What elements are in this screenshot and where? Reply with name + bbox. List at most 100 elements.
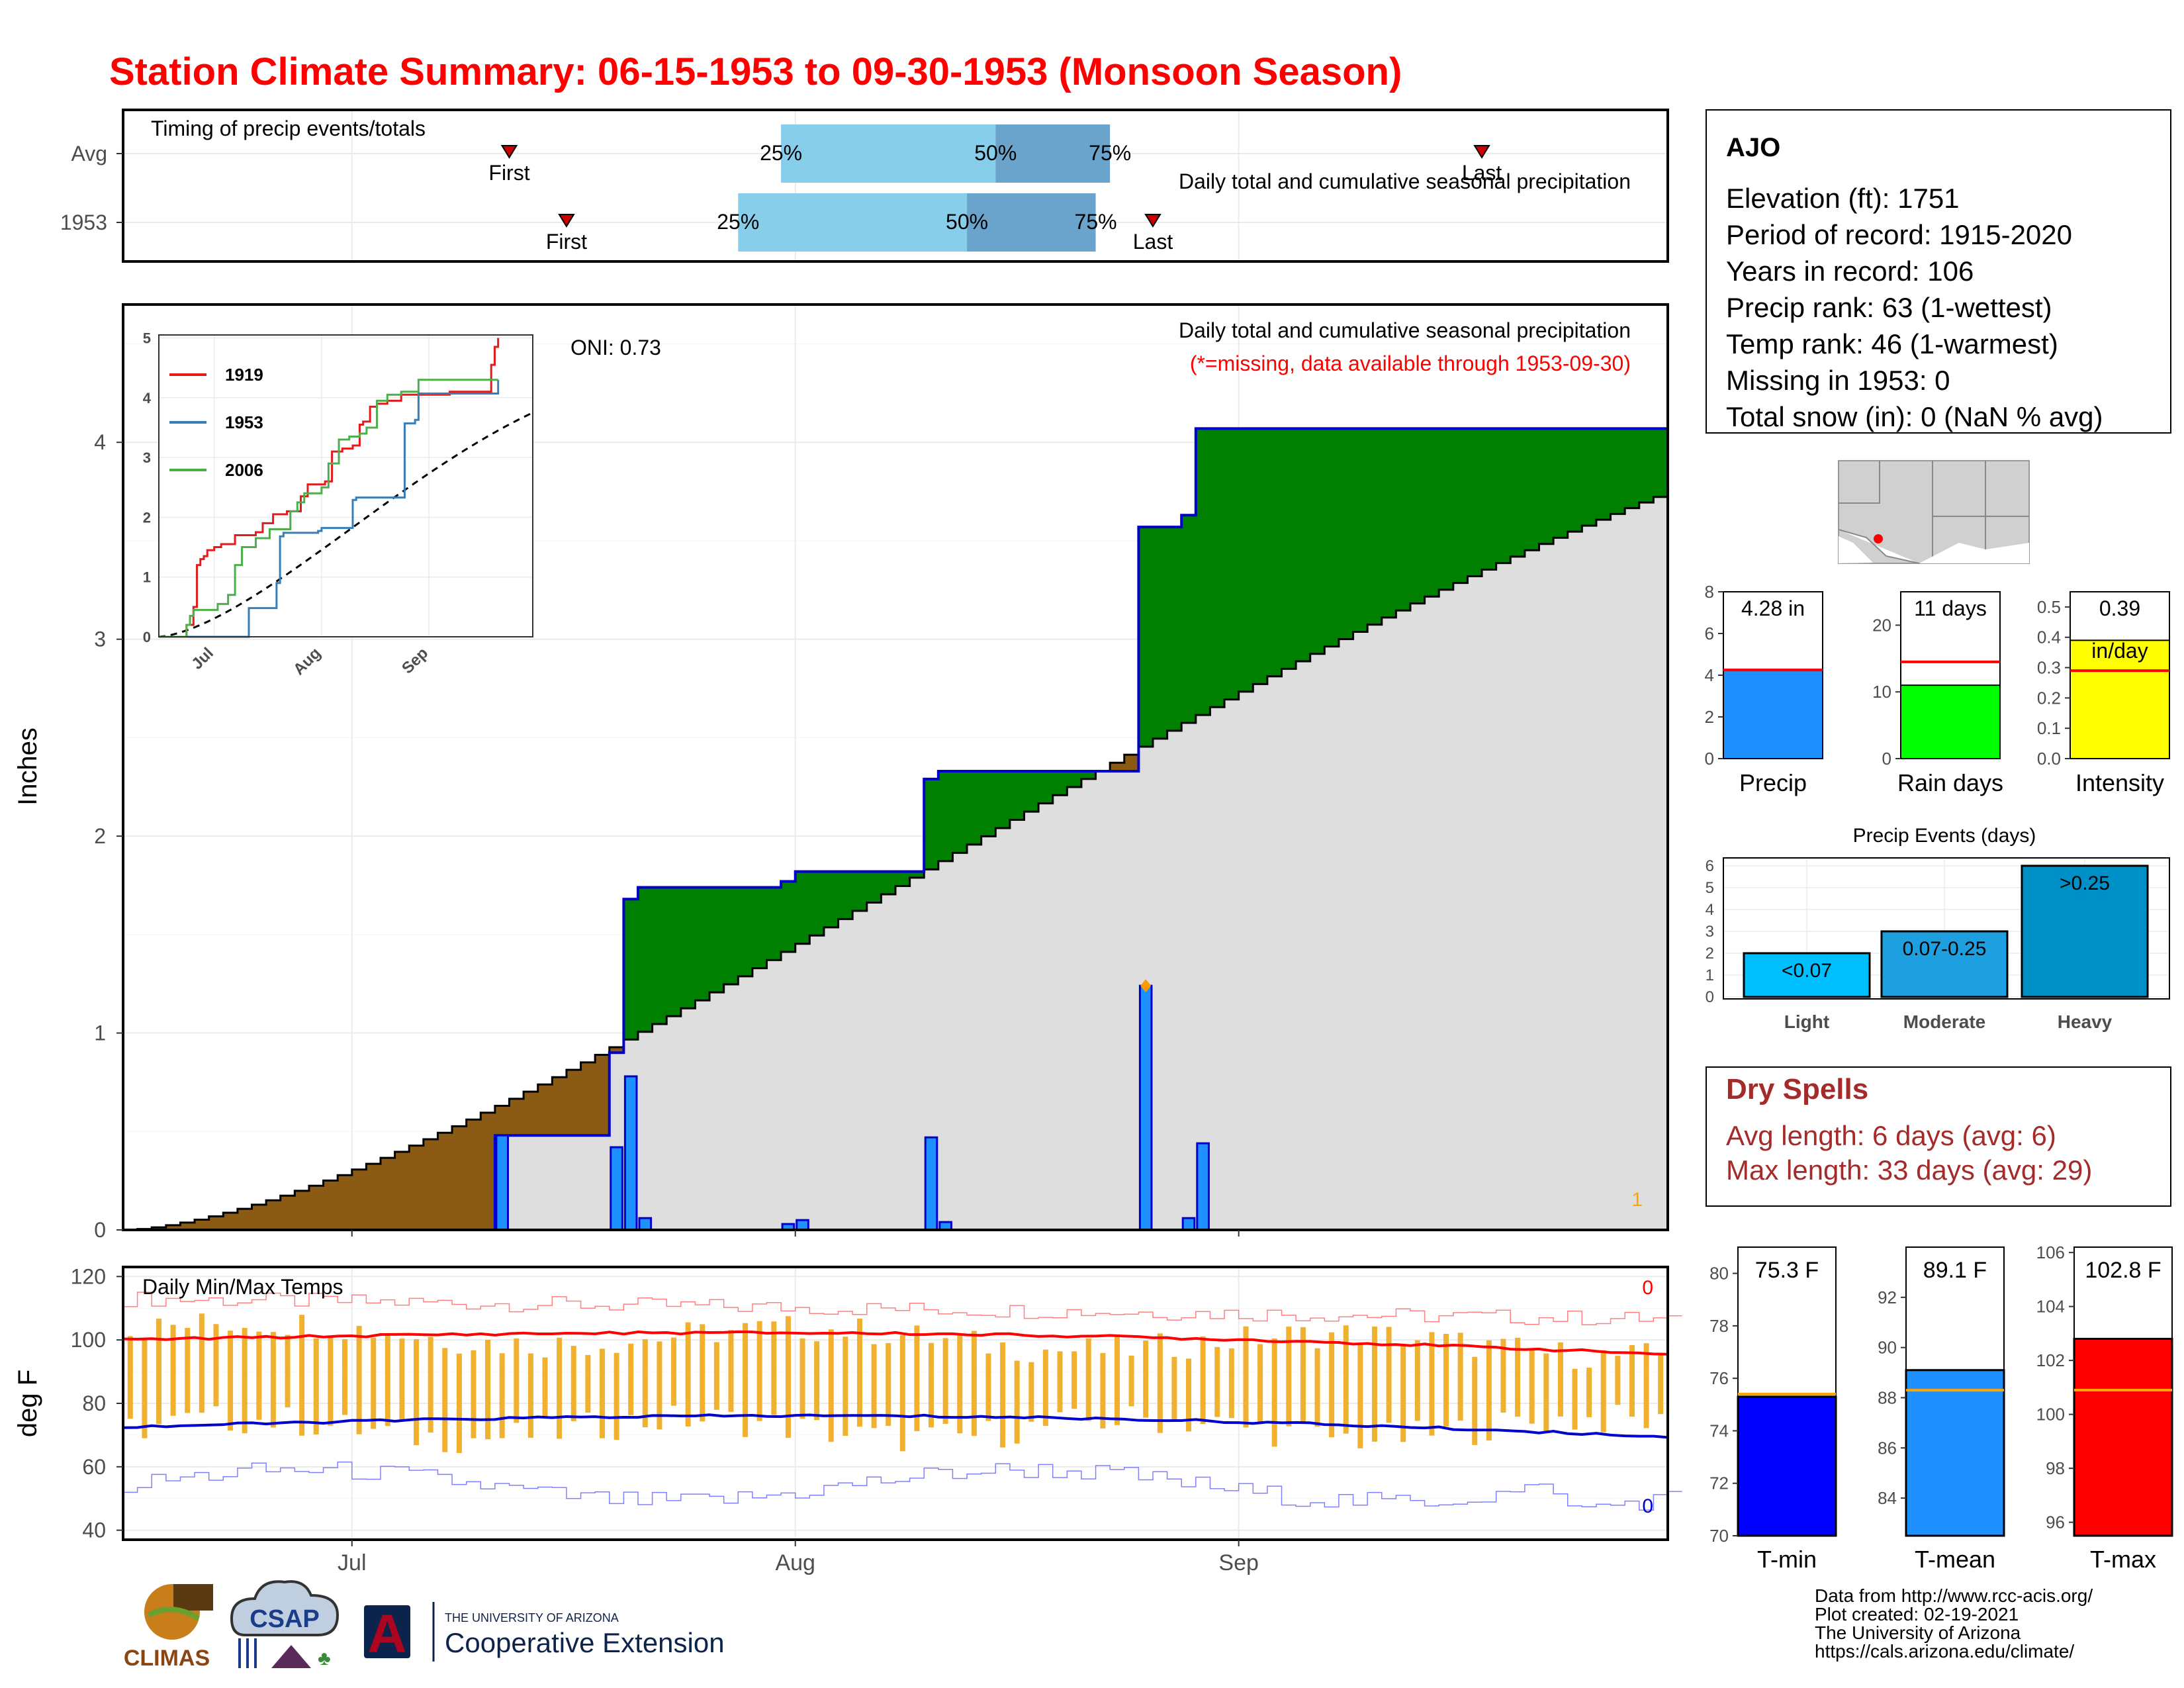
temps-y-label: deg F	[13, 1370, 42, 1437]
csap-logo-text: CSAP	[250, 1605, 320, 1633]
timing-q75-label: 75%	[1089, 141, 1131, 165]
temp-bar-label: T-min	[1757, 1546, 1817, 1573]
temps-label: Daily Min/Max Temps	[142, 1275, 343, 1299]
climas-logo-rect	[173, 1584, 213, 1611]
daily-temp-bar	[1472, 1356, 1478, 1445]
above-average-area	[1281, 428, 1297, 669]
above-average-area	[1009, 771, 1024, 820]
precip-y-tick-label: 4	[94, 430, 106, 454]
events-tick-label: 5	[1706, 879, 1714, 897]
above-average-area	[1052, 771, 1068, 796]
daily-temp-bar	[985, 1353, 991, 1421]
precip-y-axis: 0 1 2 3 4	[94, 430, 1240, 1242]
above-average-area	[924, 778, 939, 870]
below-average-area	[580, 1062, 596, 1136]
timing-bar-50-75	[967, 193, 1096, 252]
temps-y-tick-label: 120	[71, 1264, 106, 1288]
temp-bar-tick-label: 78	[1709, 1316, 1729, 1336]
daily-temp-bar	[1500, 1338, 1506, 1413]
daily-temp-bar	[542, 1357, 548, 1418]
daily-temp-bar	[185, 1327, 191, 1413]
daily-temp-bar	[1529, 1348, 1535, 1424]
page-title: Station Climate Summary: 06-15-1953 to 0…	[109, 50, 1402, 93]
events-bar-label: <0.07	[1782, 960, 1832, 982]
above-average-area	[1482, 428, 1497, 570]
temp-bar-fill	[1737, 1395, 1837, 1537]
above-average-area	[1410, 428, 1426, 604]
daily-temp-bar	[1085, 1338, 1091, 1421]
summary-bar-value: 4.28 in	[1741, 596, 1805, 620]
above-average-area	[1610, 428, 1625, 514]
temp-bar-tick-label: 104	[2036, 1297, 2065, 1317]
daily-temp-bar	[242, 1327, 248, 1434]
inset-legend-label: 1953	[225, 412, 263, 432]
temp-bar-tick-label: 70	[1709, 1526, 1729, 1546]
daily-temp-bar	[1157, 1333, 1163, 1433]
timing-panel: 25% 50% 75% First Last 25% 50% 75% First Last Tim…	[60, 109, 1669, 263]
summary-bar-tick-label: 0.1	[2037, 718, 2061, 738]
footer-line: The University of Arizona	[1815, 1622, 2021, 1643]
summary-bar-label: Rain days	[1897, 769, 2003, 796]
below-average-area	[494, 1105, 510, 1136]
above-average-area	[895, 871, 911, 886]
daily-temp-bar	[299, 1315, 305, 1436]
summary-bar-value: 0.39	[2099, 596, 2140, 620]
timing-q25-label: 25%	[717, 210, 759, 234]
daily-temp-bar	[1515, 1337, 1521, 1417]
above-average-area	[1582, 428, 1597, 526]
daily-temp-bar	[814, 1341, 820, 1421]
csap-rain-lines	[238, 1638, 257, 1668]
events-tick-label: 6	[1706, 857, 1714, 875]
daily-temp-bar	[499, 1353, 505, 1438]
daily-temp-bar	[771, 1321, 777, 1415]
daily-temp-bar	[527, 1353, 533, 1438]
precip-y-tick-label: 0	[94, 1218, 106, 1242]
record-tmin-line	[123, 1461, 1682, 1511]
events-bar-label: 0.07-0.25	[1903, 938, 1987, 960]
above-average-area	[1138, 527, 1154, 747]
above-average-area	[981, 771, 996, 837]
above-average-area	[1381, 428, 1396, 618]
timing-last-label: Last	[1133, 230, 1173, 254]
daily-temp-bar	[599, 1348, 605, 1438]
above-average-area	[723, 887, 739, 985]
daily-temp-bar	[1429, 1332, 1435, 1436]
above-average-area	[709, 887, 725, 993]
ua-logo-block	[364, 1605, 410, 1658]
above-average-area	[938, 771, 953, 861]
temp-bar-tick-label: 90	[1878, 1338, 1897, 1358]
above-average-area	[1267, 428, 1282, 677]
summary-bar-fill	[1900, 684, 2001, 759]
summary-bar-fill	[2070, 639, 2170, 759]
below-average-area	[552, 1077, 567, 1136]
above-average-area	[695, 887, 710, 1001]
map-border-line	[1839, 461, 1880, 504]
summary-bar-tick-label: 20	[1872, 615, 1891, 635]
temp-bar-value: 75.3 F	[1755, 1258, 1819, 1283]
daily-temp-bar	[514, 1338, 520, 1423]
missing-count-label: 1	[1631, 1189, 1643, 1211]
above-average-area	[1653, 428, 1668, 497]
below-average-area	[1124, 755, 1139, 771]
below-average-area	[266, 1200, 281, 1230]
above-average-area	[1296, 428, 1311, 662]
above-average-area	[1539, 428, 1554, 544]
above-average-area	[1596, 428, 1612, 520]
daily-temp-bar	[785, 1316, 791, 1438]
above-average-area	[1553, 428, 1569, 538]
above-average-area	[1238, 428, 1253, 692]
inset-y-tick-label: 3	[143, 449, 151, 466]
daily-temp-bar	[1114, 1335, 1120, 1425]
above-average-area	[652, 887, 667, 1024]
below-average-area	[237, 1209, 252, 1230]
daily-temp-bar	[1143, 1340, 1149, 1418]
daily-temp-bar	[414, 1339, 420, 1446]
events-category-label: Light	[1784, 1011, 1829, 1032]
temps-y-axis: 40 60 80 100 120	[71, 1264, 123, 1542]
above-average-area	[1453, 428, 1468, 583]
daily-precip-bar	[1196, 1142, 1210, 1231]
timing-q75-label: 75%	[1075, 210, 1117, 234]
temp-bar-tick-label: 98	[2046, 1458, 2065, 1478]
inset-average-line	[158, 412, 533, 638]
above-average-area	[666, 887, 682, 1017]
